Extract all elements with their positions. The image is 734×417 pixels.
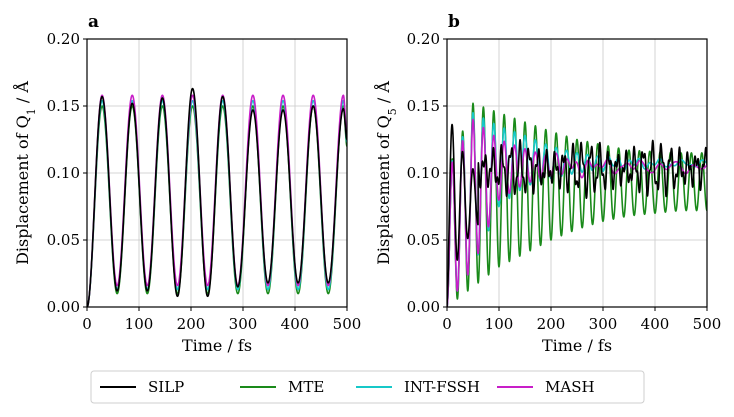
y-tick-label: 0.20 [47, 30, 80, 48]
y-tick-label: 0.15 [47, 97, 80, 115]
legend-label-mte: MTE [288, 378, 324, 396]
series-group [447, 102, 707, 307]
panel-letter: a [88, 12, 99, 32]
series-line-silp [447, 123, 707, 307]
legend-label-int-fssh: INT-FSSH [404, 378, 480, 396]
series-group [87, 87, 347, 307]
y-tick-label: 0.05 [407, 231, 440, 249]
series-line-int-fssh [87, 99, 347, 307]
y-axis-label-prefix: Displacement of Q [13, 115, 32, 265]
series-line-mash [87, 94, 347, 307]
panel-letter: b [448, 12, 460, 32]
plot-frame [446, 38, 708, 308]
y-tick-label: 0.10 [407, 164, 440, 182]
y-tick-label: 0.00 [47, 298, 80, 316]
series-line-silp [87, 87, 347, 307]
y-tick-label: 0.10 [47, 164, 80, 182]
x-tick-label: 400 [641, 315, 670, 333]
legend-label-mash: MASH [545, 378, 595, 396]
x-tick-label: 500 [693, 315, 722, 333]
series-line-mte [447, 102, 707, 307]
y-axis-label-subscript: 5 [386, 108, 399, 115]
x-tick-label: 300 [229, 315, 258, 333]
y-axis-label-subscript: 1 [25, 108, 38, 115]
y-tick-label: 0.00 [407, 298, 440, 316]
x-tick-label: 300 [589, 315, 618, 333]
y-axis-label-suffix: / Å [373, 81, 393, 109]
legend-label-silp: SILP [148, 378, 184, 396]
x-tick-label: 200 [537, 315, 566, 333]
y-axis-label-suffix: / Å [12, 81, 32, 109]
x-axis-label: Time / fs [542, 336, 612, 355]
panel-a: 0 100 200 300 400 500 0.00 0.05 0.10 0.15 0.20 a Tim… [12, 12, 361, 355]
x-tick-label: 400 [281, 315, 310, 333]
y-axis-label-prefix: Displacement of Q [374, 115, 393, 265]
x-tick-label: 0 [82, 315, 92, 333]
y-axis-label: Displacement of Q5 / Å [373, 81, 399, 265]
x-axis-label: Time / fs [182, 336, 252, 355]
y-tick-label: 0.15 [407, 97, 440, 115]
legend: SILP MTE INT-FSSH MASH [90, 370, 645, 404]
x-tick-label: 100 [125, 315, 154, 333]
panel-b: 0 100 200 300 400 500 0.00 0.05 0.10 0.15 0.20 b Tim… [373, 12, 721, 355]
x-tick-label: 0 [442, 315, 452, 333]
x-tick-label: 200 [177, 315, 206, 333]
y-tick-label: 0.05 [47, 231, 80, 249]
plot-frame [86, 38, 348, 308]
y-tick-label: 0.20 [407, 30, 440, 48]
x-tick-label: 500 [333, 315, 362, 333]
x-tick-label: 100 [485, 315, 514, 333]
y-axis-label: Displacement of Q1 / Å [12, 81, 38, 265]
